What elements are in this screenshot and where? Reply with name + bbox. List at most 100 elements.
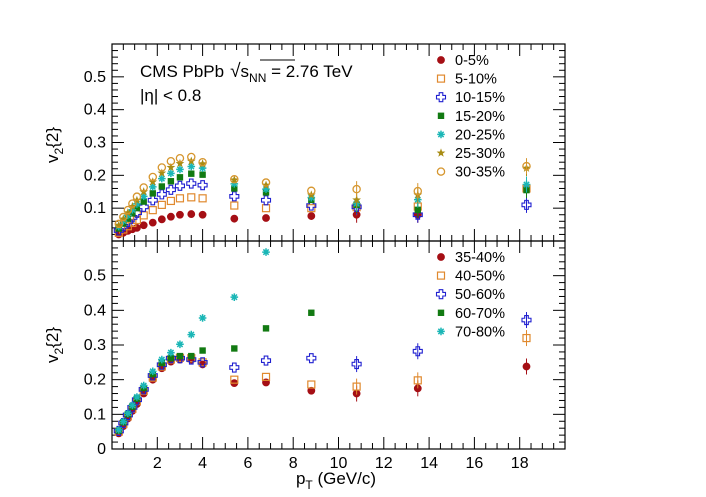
data-point	[139, 221, 148, 230]
annotation-energy: = 2.76 TeV	[266, 62, 353, 81]
data-point	[158, 174, 166, 183]
data-point	[147, 195, 158, 206]
data-point	[114, 426, 123, 434]
x-tick-label: 4	[198, 455, 207, 472]
legend-item-15-20pct: 15-20%	[437, 109, 505, 125]
data-point	[230, 214, 239, 223]
data-point	[140, 198, 147, 205]
data-point	[413, 376, 422, 385]
data-point	[139, 381, 148, 390]
top-data-points	[113, 152, 532, 239]
data-point	[352, 184, 361, 194]
data-point	[114, 220, 124, 229]
legend-item-50-60pct: 50-60%	[435, 287, 505, 303]
legend-item-60-70pct: 60-70%	[437, 306, 505, 322]
data-point	[187, 193, 196, 202]
data-point	[352, 195, 361, 204]
data-point	[175, 158, 185, 168]
data-point	[197, 180, 208, 191]
data-point	[187, 152, 196, 162]
data-point	[306, 353, 317, 364]
series-35-40pct	[114, 355, 531, 438]
data-point	[166, 212, 175, 221]
data-point	[188, 170, 195, 177]
data-point	[307, 380, 316, 389]
data-point	[114, 219, 124, 229]
bottom-y-tick-label: 0.3	[84, 337, 106, 354]
bottom-x-ticks: 2 4 6 8 10 12 14 16 18	[111, 241, 566, 472]
data-point	[230, 180, 239, 188]
legend-marker	[436, 74, 446, 83]
data-point	[186, 178, 197, 189]
x-tick-label: 2	[153, 455, 162, 472]
data-point	[118, 214, 128, 223]
data-point	[262, 248, 270, 256]
data-point	[229, 175, 239, 184]
data-point	[261, 180, 271, 189]
data-point	[157, 163, 167, 172]
legend-marker	[437, 130, 445, 139]
data-point	[123, 208, 133, 217]
bottom-y-tick-label: 0.4	[84, 302, 106, 319]
data-point	[231, 345, 238, 352]
annotation-s: s	[241, 62, 250, 81]
data-point	[261, 372, 271, 381]
bottom-y-tick-label: 0.1	[84, 406, 106, 423]
data-point	[148, 367, 157, 376]
legend-marker	[435, 92, 447, 103]
data-point	[229, 362, 240, 373]
data-point	[124, 409, 132, 418]
bottom-y-tick-label: 0	[97, 441, 106, 458]
data-point	[176, 165, 184, 174]
data-point	[230, 375, 239, 384]
data-point	[522, 180, 531, 189]
bottom-ylabel-sub: 2	[52, 348, 66, 355]
data-point	[230, 201, 239, 210]
data-point	[165, 184, 176, 195]
data-point	[229, 191, 240, 202]
series-0-5pct	[114, 180, 531, 239]
legend-marker	[437, 327, 445, 336]
bottom-legend: 35-40% 40-50% 50-60% 60-70% 70-80%	[435, 250, 505, 340]
data-point	[128, 206, 137, 214]
data-point	[522, 161, 531, 171]
data-point	[166, 196, 175, 206]
legend-label: 20-25%	[455, 127, 505, 143]
annotation-line1: CMS PbPb √sNN = 2.76 TeV	[140, 61, 353, 85]
x-tick-label: 8	[289, 455, 298, 472]
legend-item-25-30pct: 25-30%	[436, 146, 505, 162]
top-y-ticks: 0.1 0.2 0.3 0.4 0.5	[84, 43, 565, 242]
annotation-sqrt: √	[230, 61, 241, 82]
data-point	[139, 183, 148, 192]
legend-marker	[437, 112, 445, 119]
data-point	[133, 223, 141, 232]
x-tick-label: 14	[420, 455, 438, 472]
data-point	[132, 192, 142, 201]
legend-item-35-40pct: 35-40%	[437, 250, 505, 266]
legend-label: 30-35%	[455, 165, 505, 181]
data-point	[522, 333, 531, 343]
data-point	[128, 201, 137, 211]
data-point	[176, 174, 184, 181]
data-point	[261, 178, 271, 187]
data-point	[308, 309, 315, 316]
data-point	[262, 214, 270, 222]
legend-marker	[436, 271, 446, 280]
legend-item-10-15pct: 10-15%	[435, 90, 505, 106]
data-point	[262, 185, 270, 193]
legend-label: 15-20%	[455, 109, 505, 125]
legend-label: 70-80%	[455, 324, 505, 340]
data-point	[119, 417, 128, 426]
data-point	[148, 218, 157, 227]
data-point	[522, 362, 531, 371]
data-point	[198, 157, 207, 167]
data-point	[166, 162, 176, 172]
legend-marker	[436, 167, 446, 176]
bottom-y-tick-label: 0.2	[84, 372, 106, 389]
data-point	[148, 183, 157, 191]
legend-label: 50-60%	[455, 287, 505, 303]
data-point	[230, 293, 239, 301]
top-y-tick-label: 0.2	[84, 167, 106, 184]
top-panel: 0.10.20.30.40.5 0-5%5-10%10-15%15-20%20-…	[43, 43, 566, 242]
data-point	[158, 355, 166, 364]
